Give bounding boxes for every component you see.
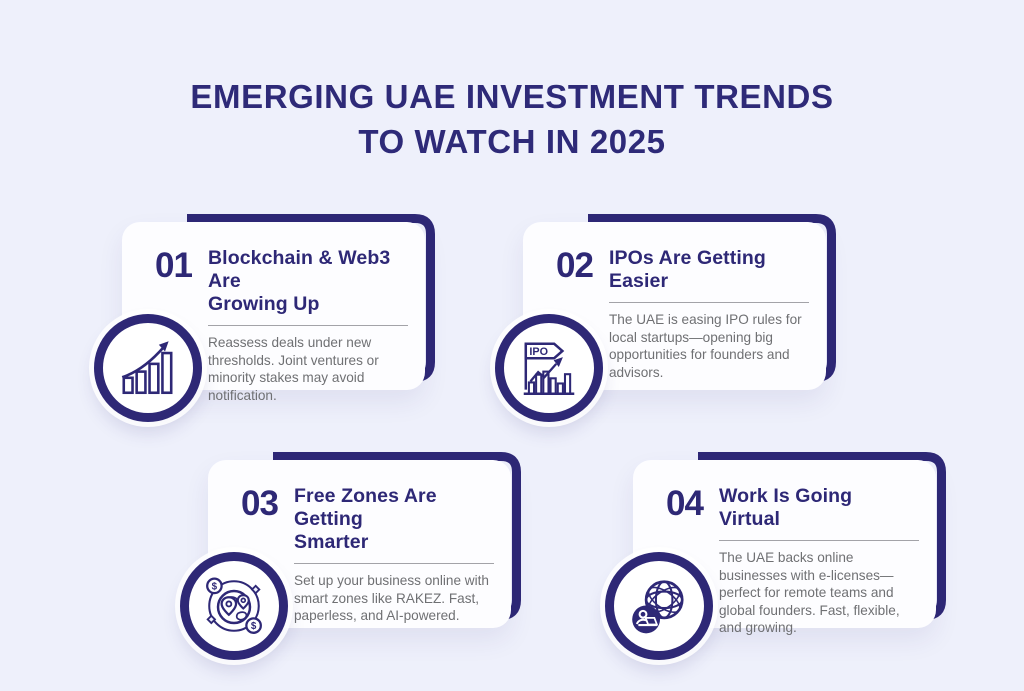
page-title-line2: TO WATCH IN 2025 (358, 123, 666, 160)
divider (208, 325, 408, 326)
card-content: IPOs Are Getting Easier The UAE is easin… (609, 247, 809, 381)
card-number: 04 (666, 484, 704, 523)
coin-dollar-symbol: $ (212, 582, 218, 593)
card-content: Blockchain & Web3 Are Growing Up Reasses… (208, 247, 408, 404)
card-body: Reassess deals under new thresholds. Joi… (208, 335, 379, 403)
remote-work-globe-icon (605, 552, 713, 660)
page-title-line1: EMERGING UAE INVESTMENT TRENDS (190, 78, 834, 115)
card-content: Work Is Going Virtual The UAE backs onli… (719, 485, 919, 637)
card-body: The UAE backs online businesses with e-l… (719, 550, 900, 635)
card-number: 02 (556, 246, 594, 285)
card-title: Free Zones Are Getting Smarter (294, 485, 437, 553)
ipo-flag-chart-icon: IPO (495, 314, 603, 422)
card-free-zones: 03 Free Zones Are Getting Smarter Set up… (180, 452, 521, 660)
card-ipos-easier: 02 IPOs Are Getting Easier The UAE is ea… (495, 214, 836, 422)
card-body: The UAE is easing IPO rules for local st… (609, 312, 802, 380)
card-blockchain-web3: 01 Blockchain & Web3 Are Growing Up Reas… (94, 214, 435, 422)
page-title: EMERGING UAE INVESTMENT TRENDS TO WATCH … (0, 74, 1024, 164)
card-body: Set up your business online with smart z… (294, 573, 489, 623)
card-title: Work Is Going Virtual (719, 485, 853, 530)
card-title: IPOs Are Getting Easier (609, 247, 766, 292)
card-number: 01 (155, 246, 193, 285)
ipo-flag-label: IPO (529, 346, 548, 358)
card-work-virtual: 04 Work Is Going Virtual The UAE backs o… (605, 452, 946, 660)
card-number: 03 (241, 484, 279, 523)
card-content: Free Zones Are Getting Smarter Set up yo… (294, 485, 494, 625)
divider (719, 540, 919, 541)
coin-dollar-symbol: $ (251, 621, 257, 632)
divider (609, 302, 809, 303)
globe-free-zones-icon: $ $ (180, 552, 288, 660)
card-title: Blockchain & Web3 Are Growing Up (208, 247, 391, 315)
divider (294, 563, 494, 564)
growth-chart-icon (94, 314, 202, 422)
